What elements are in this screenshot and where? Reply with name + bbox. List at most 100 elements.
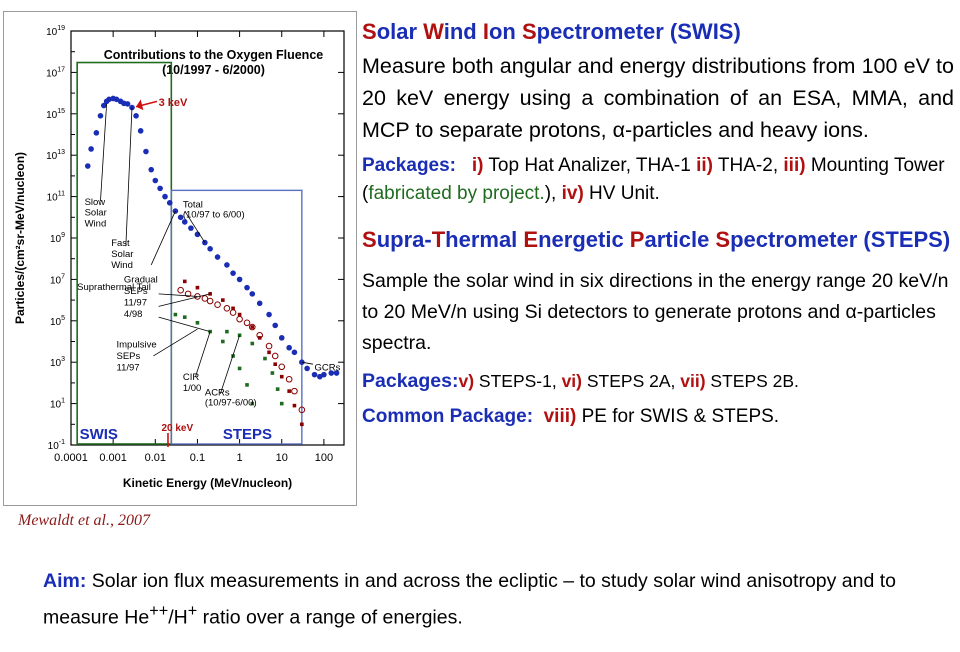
chart-annotation: 11/97: [124, 297, 147, 308]
data-point: [300, 422, 304, 427]
data-point: [286, 344, 292, 351]
y-tick-label: 107: [50, 273, 65, 286]
data-point: [266, 311, 272, 318]
chart-annotation: 4/98: [124, 309, 143, 320]
leader-line: [125, 107, 133, 247]
data-point: [207, 246, 213, 252]
data-point: [333, 370, 340, 376]
leader-line: [158, 293, 211, 307]
data-point: [311, 371, 318, 378]
y-tick-label: 103: [50, 356, 65, 369]
data-point: [250, 401, 255, 406]
data-point: [267, 350, 271, 355]
instrument-description-panel: Solar Wind Ion Spectrometer (SWIS) Measu…: [362, 18, 954, 431]
data-point: [236, 315, 243, 323]
data-point: [201, 295, 209, 302]
steps-packages: Packages:v) STEPS-1, vi) STEPS 2A, vii) …: [362, 370, 799, 392]
x-tick-label: 0.1: [190, 452, 205, 464]
oxygen-fluence-chart-frame: 0.0001 0.001 0.01 0.1 1 10 100 10-1 101 103 105 107…: [3, 11, 357, 506]
data-point: [285, 375, 293, 383]
series-4: [225, 329, 284, 406]
data-point: [263, 356, 267, 361]
steps-title: Supra-Thermal Energetic Particle Spectro…: [362, 227, 951, 252]
steps-region-label: STEPS: [223, 426, 272, 443]
y-tick-label: 105: [50, 315, 65, 328]
chart-annotation: Wind: [111, 260, 133, 271]
x-tick-label: 10: [276, 452, 288, 464]
data-point: [177, 286, 184, 294]
data-point: [265, 342, 273, 350]
swis-packages: Packages: i) Top Hat Analizer, THA-1 ii)…: [362, 155, 945, 204]
chart-annotation: Solar: [85, 208, 107, 219]
data-point: [237, 366, 242, 371]
data-point: [100, 102, 107, 109]
data-point: [223, 305, 231, 312]
marker-20kev-label: 20 keV: [161, 423, 193, 434]
chart-annotation: 1/00: [183, 383, 202, 394]
y-tick-label: 1013: [46, 149, 65, 162]
data-point: [291, 387, 298, 395]
chart-title: Contributions to the Oxygen Fluence: [104, 48, 324, 62]
leader-line: [301, 361, 314, 365]
data-point: [182, 315, 187, 319]
y-axis-label: Particles/(cm²sr-MeV/nucleon): [13, 152, 27, 324]
oxygen-fluence-chart: 0.0001 0.001 0.01 0.1 1 10 100 10-1 101 103 105 107…: [13, 25, 345, 490]
data-point: [157, 185, 163, 192]
data-point: [243, 319, 251, 327]
y-tick-label: 10-1: [48, 439, 65, 452]
data-point: [143, 148, 149, 155]
data-point: [224, 262, 230, 268]
data-point: [208, 292, 212, 296]
chart-credit: Mewaldt et al., 2007: [18, 512, 150, 529]
data-point: [279, 401, 284, 406]
data-point: [188, 225, 194, 231]
data-point: [93, 130, 100, 136]
chart-annotation: Solar: [111, 249, 133, 260]
chart-annotation: Wind: [85, 219, 107, 230]
data-point: [298, 406, 306, 414]
data-point: [275, 387, 280, 391]
series-0: [84, 95, 340, 380]
data-point: [148, 166, 155, 173]
common-package: Common Package: viii) PE for SWIS & STEP…: [362, 406, 780, 427]
leader-line: [158, 316, 211, 333]
data-point: [249, 291, 256, 297]
data-point: [270, 371, 275, 375]
data-point: [133, 113, 139, 119]
data-point: [278, 335, 285, 341]
x-tick-label: 0.01: [145, 452, 166, 464]
data-point: [84, 163, 91, 169]
data-point: [214, 254, 221, 260]
data-point: [256, 300, 263, 307]
data-point: [162, 193, 168, 200]
leader-line: [100, 103, 108, 202]
x-tick-label: 100: [315, 452, 333, 464]
data-point: [97, 113, 104, 119]
swis-title: Solar Wind Ion Spectrometer (SWIS): [362, 19, 741, 44]
marker-3kev-label: 3 keV: [159, 97, 188, 109]
data-point: [137, 128, 144, 134]
series-2: [182, 279, 304, 427]
data-point: [184, 290, 192, 298]
data-point: [250, 325, 255, 329]
chart-subtitle: (10/1997 - 6/2000): [162, 63, 265, 77]
data-point: [177, 214, 184, 221]
leader-line: [195, 331, 211, 377]
data-point: [214, 301, 221, 308]
data-point: [181, 219, 188, 225]
data-point: [195, 285, 200, 290]
data-point: [236, 276, 243, 283]
data-point: [245, 383, 249, 387]
y-tick-label: 1017: [46, 66, 65, 79]
data-point: [237, 312, 242, 317]
y-tick-label: 1015: [46, 108, 65, 121]
chart-annotation: (10/97-6/00): [205, 398, 257, 409]
data-point: [250, 341, 255, 346]
data-point: [195, 321, 200, 325]
data-point: [225, 329, 229, 334]
data-point: [272, 322, 279, 329]
steps-description: Sample the solar wind in six directions …: [362, 270, 949, 354]
data-point: [273, 362, 278, 367]
x-tick-label: 0.0001: [54, 452, 88, 464]
chart-annotation: SEPs: [124, 286, 148, 297]
